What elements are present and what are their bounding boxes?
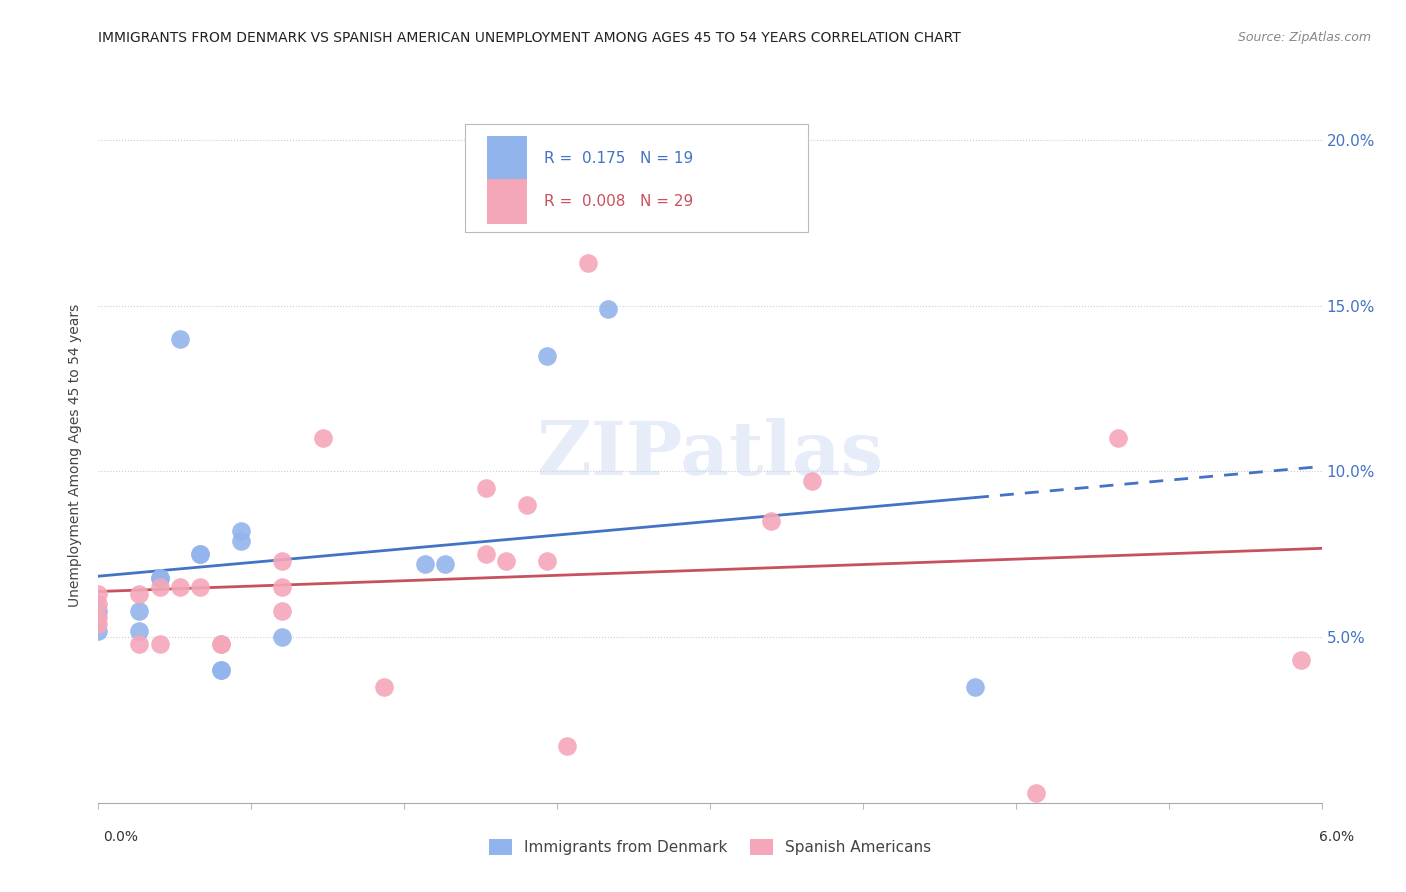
Point [188, 547, 212, 561]
Point [311, 431, 335, 445]
Point [149, 637, 172, 651]
Bar [488, 178, 526, 224]
Point [149, 581, 172, 595]
Text: Source: ZipAtlas.com: Source: ZipAtlas.com [1237, 31, 1371, 45]
Point [87, 587, 110, 601]
Point [1289, 653, 1312, 667]
Point [87, 624, 110, 638]
Point [128, 587, 150, 601]
Point [576, 256, 599, 270]
Point [270, 554, 292, 568]
Point [1107, 431, 1129, 445]
Point [209, 663, 232, 677]
Point [209, 637, 232, 651]
Point [169, 581, 191, 595]
Text: R =  0.008   N = 29: R = 0.008 N = 29 [544, 194, 693, 209]
Point [270, 581, 292, 595]
Point [209, 637, 232, 651]
Point [801, 475, 824, 489]
Point [128, 604, 150, 618]
Point [231, 524, 253, 538]
Point [433, 558, 456, 572]
Point [270, 630, 292, 644]
Point [209, 663, 232, 677]
Text: 0.0%: 0.0% [103, 830, 138, 844]
Point [963, 680, 986, 694]
Text: ZIPatlas: ZIPatlas [537, 418, 883, 491]
Point [536, 554, 558, 568]
Point [413, 558, 436, 572]
Point [516, 498, 538, 512]
Point [169, 332, 191, 346]
Point [231, 534, 253, 549]
Point [761, 514, 783, 528]
Text: R =  0.175   N = 19: R = 0.175 N = 19 [544, 152, 693, 167]
Point [474, 481, 498, 495]
Point [1025, 786, 1047, 800]
Y-axis label: Unemployment Among Ages 45 to 54 years: Unemployment Among Ages 45 to 54 years [69, 303, 83, 607]
Text: IMMIGRANTS FROM DENMARK VS SPANISH AMERICAN UNEMPLOYMENT AMONG AGES 45 TO 54 YEA: IMMIGRANTS FROM DENMARK VS SPANISH AMERI… [98, 31, 962, 45]
Point [536, 349, 558, 363]
Point [149, 570, 172, 584]
Point [373, 680, 395, 694]
Point [128, 637, 150, 651]
Point [188, 581, 212, 595]
Point [87, 616, 110, 631]
Point [149, 570, 172, 584]
Point [555, 739, 579, 754]
Text: 6.0%: 6.0% [1319, 830, 1354, 844]
FancyBboxPatch shape [465, 124, 808, 232]
Point [270, 604, 292, 618]
Point [495, 554, 517, 568]
Point [474, 547, 498, 561]
Point [87, 604, 110, 618]
Point [128, 624, 150, 638]
Point [188, 547, 212, 561]
Point [87, 610, 110, 624]
Point [598, 302, 620, 317]
Legend: Immigrants from Denmark, Spanish Americans: Immigrants from Denmark, Spanish America… [482, 833, 938, 862]
Bar [488, 136, 526, 181]
Point [87, 597, 110, 611]
